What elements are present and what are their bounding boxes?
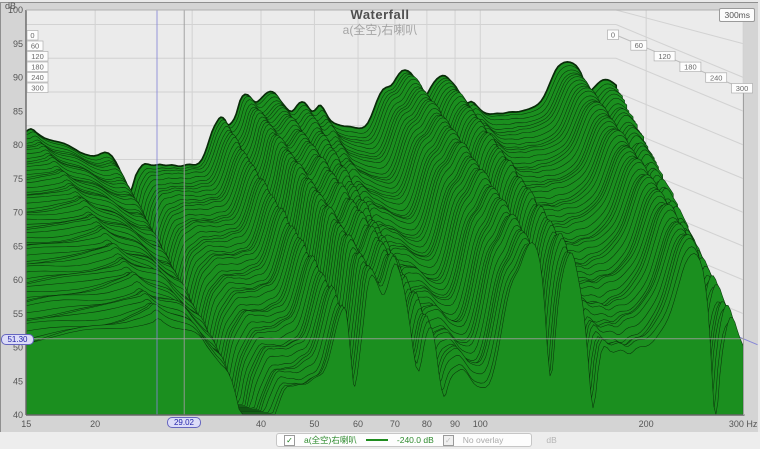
y-tick-label: 50 bbox=[13, 343, 23, 353]
x-tick-label: 20 bbox=[90, 419, 100, 429]
time-range-badge: 300ms bbox=[719, 8, 755, 22]
overlay-checkbox[interactable]: ✓ bbox=[442, 434, 454, 446]
time-label-right: 180 bbox=[684, 63, 697, 72]
time-label-right: 0 bbox=[611, 31, 615, 40]
time-label-right: 300 bbox=[736, 84, 749, 93]
time-label-left: 60 bbox=[31, 42, 39, 51]
time-label-right: 60 bbox=[635, 41, 643, 50]
y-tick-label: 55 bbox=[13, 309, 23, 319]
time-label-left: 120 bbox=[31, 52, 44, 61]
y-tick-label: 75 bbox=[13, 174, 23, 184]
trace-name[interactable]: a(全空)右喇叭 bbox=[304, 435, 357, 445]
y-tick-label: 45 bbox=[13, 376, 23, 386]
trace-value: -240.0 dB bbox=[396, 435, 434, 445]
cursor-frequency-readout: 29.02 bbox=[167, 417, 201, 428]
y-tick-label: 80 bbox=[13, 140, 23, 150]
legend-box: ✓ a(全空)右喇叭 -240.0 dB ✓ No overlay dB bbox=[276, 433, 557, 447]
x-tick-label: 80 bbox=[422, 419, 432, 429]
y-tick-label: 90 bbox=[13, 73, 23, 83]
time-label-right: 120 bbox=[658, 52, 671, 61]
x-tick-label: 90 bbox=[450, 419, 460, 429]
time-label-right: 240 bbox=[710, 73, 723, 82]
axes bbox=[25, 9, 745, 416]
y-tick-label: 85 bbox=[13, 106, 23, 116]
y-tick-label: 70 bbox=[13, 208, 23, 218]
cursor-level-readout: 51.30 bbox=[1, 334, 34, 345]
time-label-left: 180 bbox=[31, 63, 44, 72]
waterfall-slices bbox=[26, 61, 744, 415]
time-label-left: 300 bbox=[31, 84, 44, 93]
y-axis-unit-label: dB bbox=[5, 1, 17, 11]
overlay-label[interactable]: No overlay bbox=[462, 435, 504, 445]
x-tick-label: 40 bbox=[256, 419, 266, 429]
time-label-left: 0 bbox=[30, 31, 34, 40]
x-tick-label: 50 bbox=[309, 419, 319, 429]
trace-checkbox[interactable]: ✓ bbox=[284, 434, 295, 446]
chart-title: Waterfall bbox=[350, 7, 410, 22]
x-tick-label: 200 bbox=[639, 419, 654, 429]
x-tick-label: 300 Hz bbox=[729, 419, 758, 429]
x-tick-label: 100 bbox=[473, 419, 488, 429]
trace-line-sample bbox=[365, 439, 388, 441]
x-tick-label: 60 bbox=[353, 419, 363, 429]
cursor-crosshair[interactable] bbox=[26, 10, 744, 415]
y-tick-label: 65 bbox=[13, 241, 23, 251]
legend-unit-label: dB bbox=[546, 435, 557, 445]
chart-subtitle: a(全空)右喇叭 bbox=[342, 23, 418, 37]
x-tick-label: 15 bbox=[21, 419, 31, 429]
y-tick-label: 95 bbox=[13, 39, 23, 49]
y-tick-label: 40 bbox=[13, 410, 23, 420]
y-tick-label: 100 bbox=[8, 5, 23, 15]
time-label-left: 240 bbox=[31, 73, 44, 82]
y-tick-label: 60 bbox=[13, 275, 23, 285]
x-tick-label: 70 bbox=[390, 419, 400, 429]
